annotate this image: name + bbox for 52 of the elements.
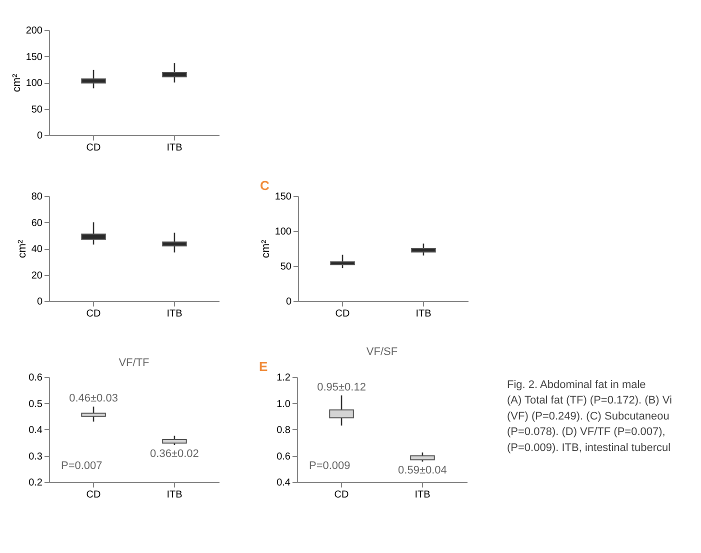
y-tick-label: 0 [36, 130, 43, 142]
text: (VF) (P=0.249). (C) Subcutaneou [507, 410, 670, 422]
caption: Fig. 2. Abdominal fat in male [507, 378, 646, 391]
text: (A) Total fat (TF) (P=0.172). (B) Vi [507, 394, 672, 407]
y-tick-label: 0.4 [28, 425, 43, 436]
annotation: P=0.009 [309, 460, 350, 472]
x-tick-label: ITB [166, 490, 183, 500]
y-tick-label: 200 [26, 26, 43, 36]
x-tick-label: ITB [416, 308, 432, 320]
y-tick-label: 0.2 [28, 478, 43, 488]
text: (P=0.009). ITB, intestinal tubercul [507, 442, 671, 454]
y-tick-label: 50 [280, 262, 292, 272]
y-tick-label: 80 [31, 192, 43, 202]
y-tick-label: 0.6 [276, 451, 291, 462]
y-tick-label: 150 [274, 192, 292, 202]
annotation: 0.46±0.03 [69, 392, 118, 405]
text: (P=0.078). (D) VF/TF (P=0.007), [507, 426, 666, 438]
y-tick-label: 100 [26, 78, 43, 89]
y-tick-label: 0 [286, 296, 292, 308]
y-tick-label: 0.6 [28, 372, 43, 384]
x-tick-label: ITB [414, 490, 431, 500]
x-tick-label: CD [86, 142, 101, 154]
annotation: P=0.007 [61, 460, 102, 472]
chart-title: VF/TF [118, 357, 150, 369]
x-tick-label: CD [335, 308, 350, 320]
y-tick-label: 0 [36, 296, 43, 308]
annotation: 0.95±0.12 [317, 381, 366, 394]
annotation: 0.59±0.04 [398, 464, 447, 477]
text: C [260, 178, 270, 193]
annotation: 0.36±0.02 [150, 448, 199, 460]
y-tick-label: 0.5 [28, 398, 43, 410]
y-axis-title: cm² [16, 240, 28, 258]
y-axis-title: cm² [260, 240, 272, 258]
y-tick-label: 60 [31, 218, 43, 229]
chart-title: VF/SF [366, 346, 398, 358]
y-tick-label: 150 [26, 52, 43, 63]
y-tick-label: 0.3 [28, 451, 43, 462]
y-tick-label: 1.2 [276, 372, 291, 384]
y-tick-label: 100 [274, 226, 292, 238]
y-tick-label: 20 [31, 270, 43, 282]
x-tick-label: CD [334, 490, 349, 500]
x-tick-label: CD [86, 308, 101, 320]
x-tick-label: ITB [166, 142, 183, 154]
y-tick-label: 1.0 [276, 398, 291, 410]
x-tick-label: ITB [166, 308, 183, 320]
y-tick-label: 50 [31, 104, 43, 116]
y-tick-label: 40 [31, 244, 43, 255]
y-axis-title: cm² [10, 74, 23, 92]
text: E [259, 359, 268, 374]
x-tick-label: CD [86, 490, 101, 500]
y-tick-label: 0.4 [276, 478, 291, 488]
y-tick-label: 0.8 [276, 425, 291, 436]
